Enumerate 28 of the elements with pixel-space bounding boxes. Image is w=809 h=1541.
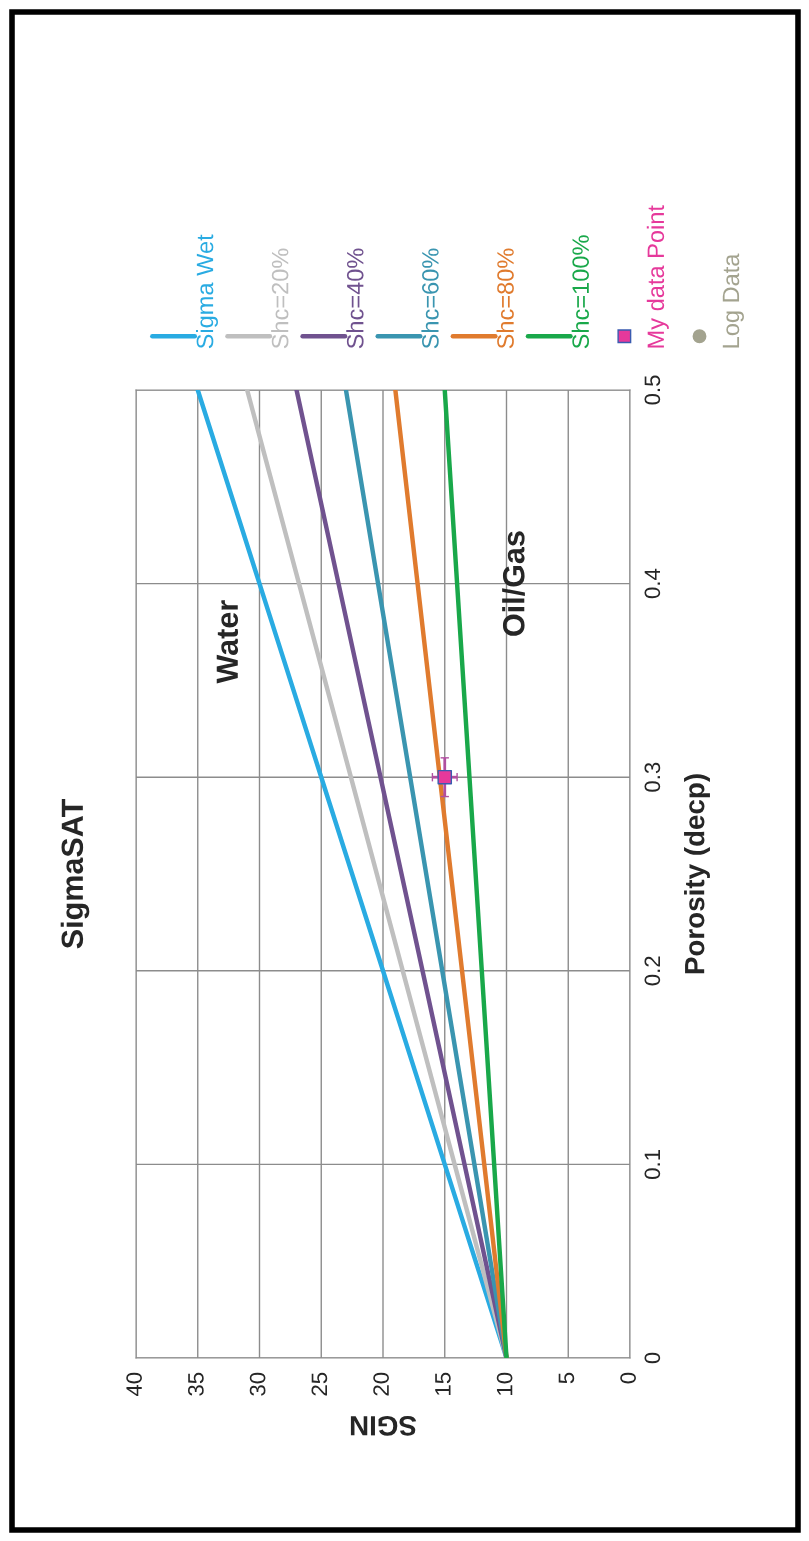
text: Sigma Wet xyxy=(195,234,218,349)
y-tick-label: 0.4 xyxy=(644,568,661,599)
annotation: Water xyxy=(216,600,239,684)
text: Shc=20% xyxy=(271,248,289,349)
x-tick-label: 0 xyxy=(620,1372,636,1384)
x-tick-label: 35 xyxy=(187,1372,204,1396)
x-tick-label: 5 xyxy=(558,1372,575,1384)
y-tick-label: 0.3 xyxy=(644,762,661,792)
x-tick-label: 20 xyxy=(373,1372,389,1396)
x-tick-label: 15 xyxy=(435,1372,451,1395)
x-tick-label: 30 xyxy=(249,1372,266,1396)
text: SigmaSAT xyxy=(60,799,90,949)
y-axis-title: Porosity (decp) xyxy=(684,774,710,974)
y-tick-label: 0 xyxy=(644,1352,661,1364)
text: Shc=80% xyxy=(496,248,514,349)
text: Shc=100% xyxy=(571,235,590,349)
legend-label: Log Data xyxy=(722,253,744,348)
annotation: Oil/Gas xyxy=(502,531,525,636)
x-tick-label: 10 xyxy=(496,1372,513,1395)
text: Shc=40% xyxy=(346,248,364,349)
x-axis-title: SGIN xyxy=(350,1415,417,1436)
x-tick-label: 40 xyxy=(126,1372,142,1397)
x-tick-label: 25 xyxy=(311,1372,328,1396)
y-tick-label: 0.5 xyxy=(644,375,661,405)
y-tick-label: 0.2 xyxy=(644,956,661,986)
text: Shc=60% xyxy=(421,248,439,349)
y-tick-label: 0.1 xyxy=(644,1150,661,1179)
text: My data Point xyxy=(646,205,669,348)
